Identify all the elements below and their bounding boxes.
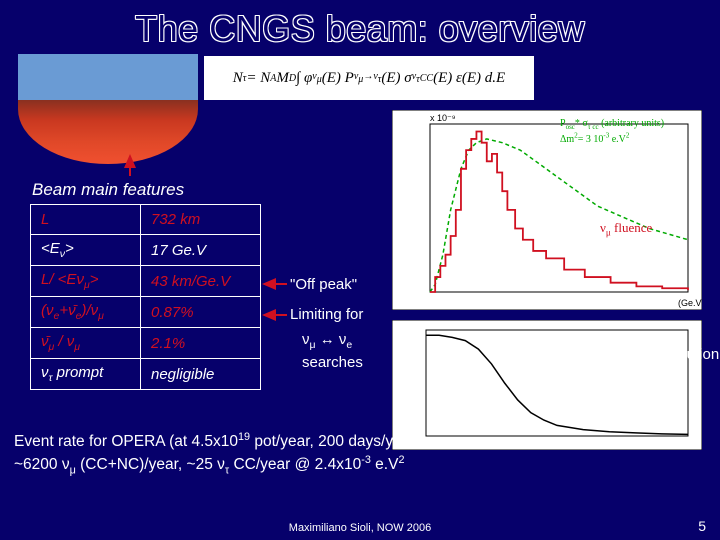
radial-label: Radial distribution at LNGS bbox=[600, 346, 720, 382]
searches-text: searches bbox=[302, 354, 363, 371]
param-nutau: ντ prompt bbox=[31, 359, 141, 390]
footer-author: Maximiliano Sioli, NOW 2006 bbox=[0, 522, 720, 534]
ntau-formula: Nτ = NAMD ∫ φνμ(E) Pνμ→ντ(E) σντCC(E) ε(… bbox=[204, 56, 534, 100]
param-L: L bbox=[31, 205, 141, 235]
limiting-annotation: Limiting for bbox=[290, 306, 363, 323]
value-Ev: 17 Ge.V bbox=[141, 235, 261, 266]
param-nue: (νe+ν̄e)/νμ bbox=[31, 297, 141, 328]
radial-label-l2: at LNGS bbox=[600, 364, 658, 381]
radial-label-l1: Radial distribution bbox=[600, 346, 719, 363]
searches-annotation: νμ ↔ νesearches bbox=[302, 330, 363, 372]
nu-fluence-label: νμ fluence bbox=[600, 220, 652, 238]
table-row: L/ <Eνμ> 43 km/Ge.V bbox=[31, 266, 261, 297]
yscale-label: x 10⁻⁹ bbox=[430, 113, 456, 123]
table-row: ντ prompt negligible bbox=[31, 359, 261, 390]
param-numubar: ν̄μ / νμ bbox=[31, 328, 141, 359]
table-title: Beam main features bbox=[32, 180, 184, 200]
table-row: (νe+ν̄e)/νμ 0.87% bbox=[31, 297, 261, 328]
page-number: 5 bbox=[698, 518, 706, 534]
value-LE: 43 km/Ge.V bbox=[141, 266, 261, 297]
radial-chart bbox=[392, 320, 702, 450]
slide-title: The CNGS beam: overview bbox=[0, 0, 720, 54]
off-peak-annotation: "Off peak" bbox=[290, 276, 357, 293]
table-row: L 732 km bbox=[31, 205, 261, 235]
beam-illustration bbox=[18, 54, 198, 164]
value-L: 732 km bbox=[141, 205, 261, 235]
svg-text:(Ge.V): (Ge.V) bbox=[678, 298, 702, 308]
value-nutau: negligible bbox=[141, 359, 261, 390]
chart-legend: Posc* στ cc (arbitrary units) Δm2= 3 10-… bbox=[560, 118, 664, 147]
value-numubar: 2.1% bbox=[141, 328, 261, 359]
param-LE: L/ <Eνμ> bbox=[31, 266, 141, 297]
param-Ev: <Eν> bbox=[31, 235, 141, 266]
beam-features-table: L 732 km <Eν> 17 Ge.V L/ <Eνμ> 43 km/Ge.… bbox=[30, 204, 261, 390]
event-rate-text: Event rate for OPERA (at 4.5x1019 pot/ye… bbox=[14, 430, 425, 478]
value-nue: 0.87% bbox=[141, 297, 261, 328]
table-row: ν̄μ / νμ 2.1% bbox=[31, 328, 261, 359]
table-row: <Eν> 17 Ge.V bbox=[31, 235, 261, 266]
